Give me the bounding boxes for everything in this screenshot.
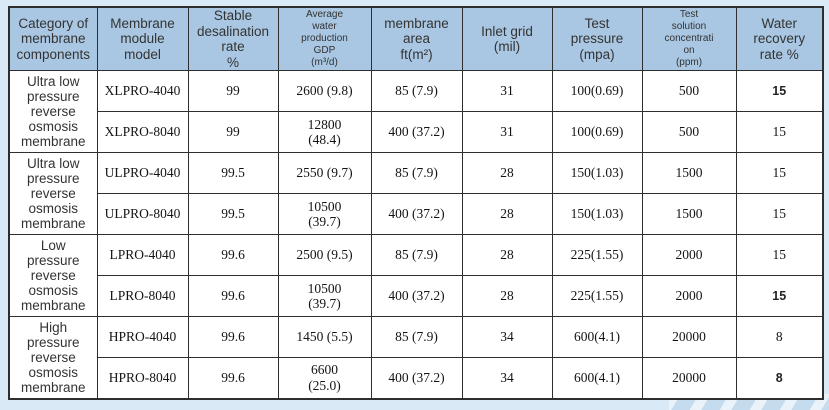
cell-test-pressure: 225(1.55) xyxy=(551,234,643,277)
cell-test-pressure: 150(1.03) xyxy=(551,193,643,236)
table-row: Ultra low pressure reverse osmosis membr… xyxy=(8,70,824,154)
cell-membrane-area: 400 (37.2) xyxy=(370,111,463,154)
cell-model: LPRO-8040 xyxy=(96,275,189,318)
cell-membrane-area: 85 (7.9) xyxy=(370,234,463,277)
cell-model: HPRO-8040 xyxy=(96,357,189,400)
cell-test-pressure: 100(0.69) xyxy=(551,111,643,154)
table-row: ULPRO-8040 99.5 10500 (39.7) 400 (37.2) … xyxy=(9,193,824,236)
cell-membrane-area: 85 (7.9) xyxy=(370,70,463,113)
column-header-category: Category of membrane components xyxy=(8,6,98,72)
cell-solution-concentration: 2000 xyxy=(641,275,737,318)
cell-water-production: 12800 (48.4) xyxy=(277,111,372,154)
category-cell: High pressure reverse osmosis membrane xyxy=(8,316,98,400)
cell-desalination-rate: 99 xyxy=(187,111,279,154)
table-row: XLPRO-8040 99 12800 (48.4) 400 (37.2) 31… xyxy=(9,111,824,154)
cell-desalination-rate: 99.6 xyxy=(187,275,279,318)
cell-desalination-rate: 99.5 xyxy=(187,152,279,195)
cell-water-recovery: 15 xyxy=(735,111,824,154)
cell-solution-concentration: 1500 xyxy=(641,152,737,195)
column-header-test-pressure: Test pressure (mpa) xyxy=(551,6,643,72)
table-row: HPRO-8040 99.6 6600 (25.0) 400 (37.2) 34… xyxy=(9,357,824,400)
cell-model: XLPRO-4040 xyxy=(96,70,189,113)
table-row: Ultra low pressure reverse osmosis membr… xyxy=(8,152,824,236)
cell-inlet-grid: 28 xyxy=(461,152,553,195)
category-cell: Low pressure reverse osmosis membrane xyxy=(8,234,98,318)
cell-water-production: 2550 (9.7) xyxy=(277,152,372,195)
cell-solution-concentration: 2000 xyxy=(641,234,737,277)
table-row: LPRO-8040 99.6 10500 (39.7) 400 (37.2) 2… xyxy=(9,275,824,318)
cell-test-pressure: 100(0.69) xyxy=(551,70,643,113)
cell-model: HPRO-4040 xyxy=(96,316,189,359)
cell-membrane-area: 400 (37.2) xyxy=(370,193,463,236)
header-row: Category of membrane components Membrane… xyxy=(8,6,824,72)
cell-desalination-rate: 99.5 xyxy=(187,193,279,236)
cell-water-recovery: 15 xyxy=(735,70,824,113)
cell-model: ULPRO-8040 xyxy=(96,193,189,236)
column-header-inlet-grid: Inlet grid (mil) xyxy=(461,6,553,72)
cell-water-production: 2500 (9.5) xyxy=(277,234,372,277)
column-header-module-model: Membrane module model xyxy=(96,6,189,72)
cell-water-recovery: 8 xyxy=(735,357,824,400)
cell-desalination-rate: 99.6 xyxy=(187,234,279,277)
table-row: High pressure reverse osmosis membrane H… xyxy=(8,316,824,400)
column-header-water-production: Average water production GDP (m³/d) xyxy=(277,6,372,72)
table-row: Low pressure reverse osmosis membrane LP… xyxy=(8,234,824,318)
column-header-water-recovery: Water recovery rate % xyxy=(735,6,824,72)
cell-test-pressure: 600(4.1) xyxy=(551,316,643,359)
cell-solution-concentration: 500 xyxy=(641,70,737,113)
cell-test-pressure: 150(1.03) xyxy=(551,152,643,195)
cell-water-recovery: 8 xyxy=(735,316,824,359)
column-header-desalination-rate: Stable desalination rate % xyxy=(187,6,279,72)
cell-desalination-rate: 99 xyxy=(187,70,279,113)
category-cell: Ultra low pressure reverse osmosis membr… xyxy=(8,152,98,236)
cell-water-production: 10500 (39.7) xyxy=(277,275,372,318)
cell-solution-concentration: 20000 xyxy=(641,357,737,400)
cell-inlet-grid: 34 xyxy=(461,357,553,400)
cell-membrane-area: 85 (7.9) xyxy=(370,316,463,359)
cell-water-production: 2600 (9.8) xyxy=(277,70,372,113)
cell-water-recovery: 15 xyxy=(735,193,824,236)
cell-model: LPRO-4040 xyxy=(96,234,189,277)
membrane-spec-table: Category of membrane components Membrane… xyxy=(8,6,824,400)
column-header-solution-concentration: Test solution concentrati on (ppm) xyxy=(641,6,737,72)
category-cell: Ultra low pressure reverse osmosis membr… xyxy=(8,70,98,154)
cell-desalination-rate: 99.6 xyxy=(187,357,279,400)
cell-water-production: 10500 (39.7) xyxy=(277,193,372,236)
cell-membrane-area: 400 (37.2) xyxy=(370,357,463,400)
cell-inlet-grid: 28 xyxy=(461,193,553,236)
cell-inlet-grid: 28 xyxy=(461,275,553,318)
cell-water-recovery: 15 xyxy=(735,275,824,318)
cell-test-pressure: 225(1.55) xyxy=(551,275,643,318)
column-header-membrane-area: membrane area ft(m²) xyxy=(370,6,463,72)
cell-inlet-grid: 34 xyxy=(461,316,553,359)
cell-model: XLPRO-8040 xyxy=(96,111,189,154)
cell-solution-concentration: 1500 xyxy=(641,193,737,236)
cell-model: ULPRO-4040 xyxy=(96,152,189,195)
cell-water-production: 1450 (5.5) xyxy=(277,316,372,359)
cell-inlet-grid: 31 xyxy=(461,70,553,113)
cell-water-recovery: 15 xyxy=(735,152,824,195)
cell-inlet-grid: 31 xyxy=(461,111,553,154)
cell-inlet-grid: 28 xyxy=(461,234,553,277)
cell-water-production: 6600 (25.0) xyxy=(277,357,372,400)
cell-solution-concentration: 20000 xyxy=(641,316,737,359)
cell-desalination-rate: 99.6 xyxy=(187,316,279,359)
cell-test-pressure: 600(4.1) xyxy=(551,357,643,400)
cell-water-recovery: 15 xyxy=(735,234,824,277)
cell-membrane-area: 400 (37.2) xyxy=(370,275,463,318)
cell-membrane-area: 85 (7.9) xyxy=(370,152,463,195)
cell-solution-concentration: 500 xyxy=(641,111,737,154)
